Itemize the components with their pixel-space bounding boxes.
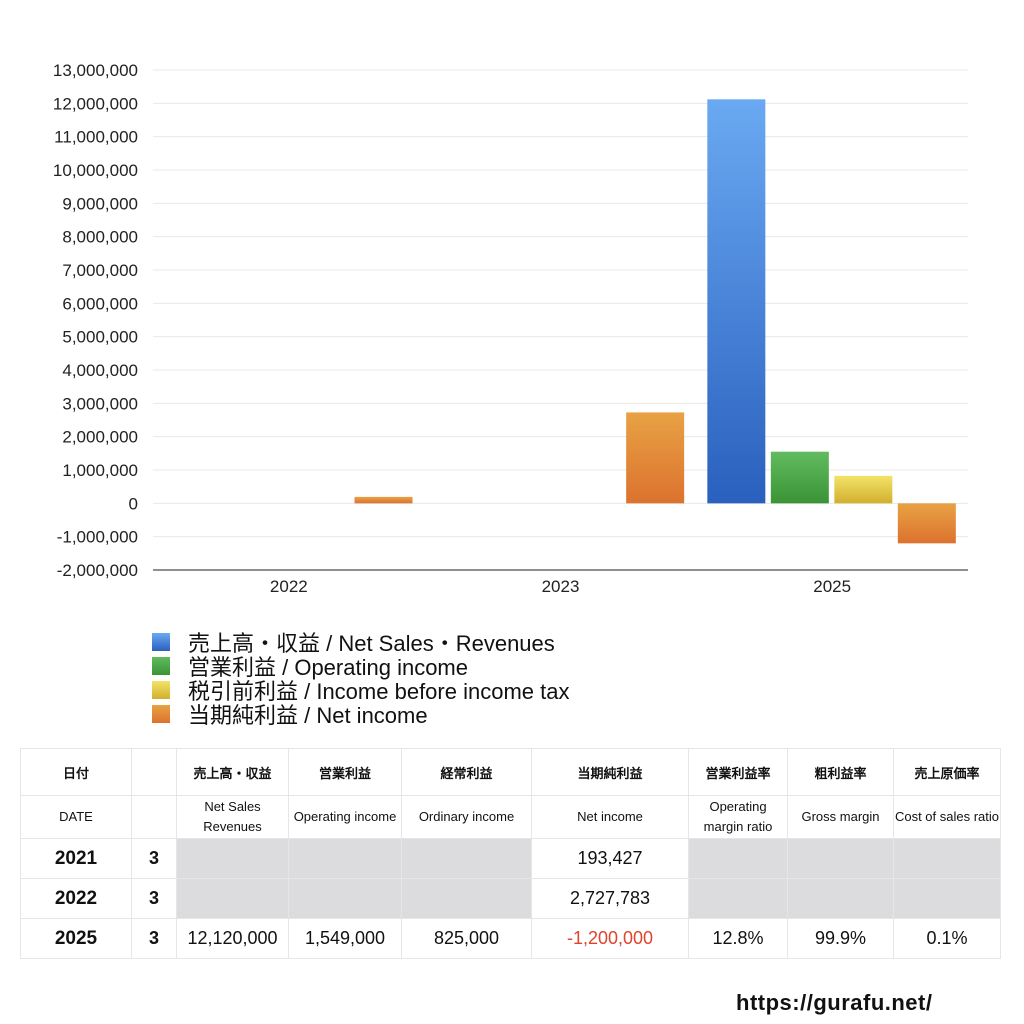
table-cell: 0.1% <box>893 918 1001 959</box>
legend-item: 税引前利益 / Income before income tax <box>152 678 569 704</box>
table-cell <box>288 838 402 879</box>
table-cell: 825,000 <box>401 918 532 959</box>
bar-operating-income-2025 <box>770 451 829 504</box>
y-tick-label: 8,000,000 <box>62 228 138 247</box>
column-header: 日付 <box>20 748 132 796</box>
table-row: 2022 3 2,727,783 <box>20 878 1001 919</box>
table-cell <box>688 878 788 919</box>
column-header-en: Ordinary income <box>401 795 532 839</box>
y-tick-label: 11,000,000 <box>54 128 138 147</box>
column-header <box>131 748 177 796</box>
y-tick-label: 10,000,000 <box>53 161 138 180</box>
chart-legend: 売上高・収益 / Net Sales・Revenues 営業利益 / Opera… <box>152 630 569 728</box>
table-cell: 3 <box>131 918 177 959</box>
column-header-en <box>131 795 177 839</box>
column-header: 粗利益率 <box>787 748 894 796</box>
legend-label: 税引前利益 / Income before income tax <box>188 679 570 704</box>
table-cell: 99.9% <box>787 918 894 959</box>
y-tick-label: -1,000,000 <box>57 528 138 547</box>
legend-label: 当期純利益 / Net income <box>188 703 428 728</box>
legend-swatch <box>152 705 170 723</box>
bar-net-income-2022 <box>354 496 413 504</box>
column-header: 売上原価率 <box>893 748 1001 796</box>
y-tick-label: 7,000,000 <box>62 261 138 280</box>
bar-net-income-2025 <box>897 503 956 544</box>
x-tick-label: 2023 <box>542 577 580 596</box>
bar-net-sales-revenues-2025 <box>707 99 766 504</box>
table-cell <box>787 838 894 879</box>
legend-swatch <box>152 633 170 651</box>
legend-swatch <box>152 657 170 675</box>
legend-item: 営業利益 / Operating income <box>152 654 569 680</box>
table-cell: 1,549,000 <box>288 918 402 959</box>
y-tick-label: 4,000,000 <box>62 361 138 380</box>
table-cell: 12.8% <box>688 918 788 959</box>
y-tick-label: 1,000,000 <box>62 461 138 480</box>
table-cell: 2025 <box>20 918 132 959</box>
table-cell: 193,427 <box>531 838 689 879</box>
column-header-en: Net Sales Revenues <box>176 795 289 839</box>
column-header-en: Operating income <box>288 795 402 839</box>
table-cell <box>688 838 788 879</box>
table-cell <box>401 878 532 919</box>
table-cell <box>893 878 1001 919</box>
table-cell <box>288 878 402 919</box>
table-row: 2025 3 12,120,000 1,549,000 825,000 -1,200,00… <box>20 918 1001 959</box>
legend-item: 売上高・収益 / Net Sales・Revenues <box>152 630 569 656</box>
x-tick-label: 2022 <box>270 577 308 596</box>
column-header: 売上高・収益 <box>176 748 289 796</box>
table-cell <box>176 878 289 919</box>
financial-table: 日付 売上高・収益 営業利益 経常利益 当期純利益 営業利益率 粗利益率 売上原価率 DATE… <box>20 748 1001 959</box>
legend-swatch <box>152 681 170 699</box>
bar-chart: 13,000,000 12,000,000 11,000,000 10,000,000… <box>53 61 968 596</box>
table-cell: 3 <box>131 838 177 879</box>
column-header-en: Net income <box>531 795 689 839</box>
y-tick-label: -2,000,000 <box>57 561 138 580</box>
legend-item: 当期純利益 / Net income <box>152 702 569 728</box>
column-header-en: Gross margin <box>787 795 894 839</box>
bar-net-income-2023 <box>626 412 685 504</box>
table-cell: -1,200,000 <box>531 918 689 959</box>
bar-income-before-income-tax-2025 <box>834 475 893 504</box>
y-tick-label: 2,000,000 <box>62 428 138 447</box>
legend-label: 売上高・収益 / Net Sales・Revenues <box>188 631 555 656</box>
header-row-en: DATE Net Sales Revenues Operating income Or… <box>20 795 1001 839</box>
site-url[interactable]: https://gurafu.net/ <box>736 990 933 1015</box>
y-tick-label: 9,000,000 <box>62 194 138 213</box>
column-header-en: DATE <box>20 795 132 839</box>
table-cell <box>787 878 894 919</box>
table-cell: 2022 <box>20 878 132 919</box>
table-cell: 3 <box>131 878 177 919</box>
column-header: 経常利益 <box>401 748 532 796</box>
y-tick-label: 12,000,000 <box>53 94 138 113</box>
column-header: 営業利益 <box>288 748 402 796</box>
y-tick-label: 6,000,000 <box>62 294 138 313</box>
table-cell: 12,120,000 <box>176 918 289 959</box>
table-cell <box>893 838 1001 879</box>
table-cell: 2021 <box>20 838 132 879</box>
y-tick-label: 5,000,000 <box>62 328 138 347</box>
y-tick-label: 3,000,000 <box>62 394 138 413</box>
table-cell <box>401 838 532 879</box>
table-cell <box>176 838 289 879</box>
y-tick-label: 13,000,000 <box>53 61 138 80</box>
y-tick-label: 0 <box>129 494 138 513</box>
column-header: 当期純利益 <box>531 748 689 796</box>
column-header: 営業利益率 <box>688 748 788 796</box>
column-header-en: Cost of sales ratio <box>893 795 1001 839</box>
column-header-en: Operating margin ratio <box>688 795 788 839</box>
header-row-jp: 日付 売上高・収益 営業利益 経常利益 当期純利益 営業利益率 粗利益率 売上原価率 <box>20 748 1001 796</box>
table-cell: 2,727,783 <box>531 878 689 919</box>
legend-label: 営業利益 / Operating income <box>188 655 468 680</box>
x-tick-label: 2025 <box>813 577 851 596</box>
table-row: 2021 3 193,427 <box>20 838 1001 879</box>
